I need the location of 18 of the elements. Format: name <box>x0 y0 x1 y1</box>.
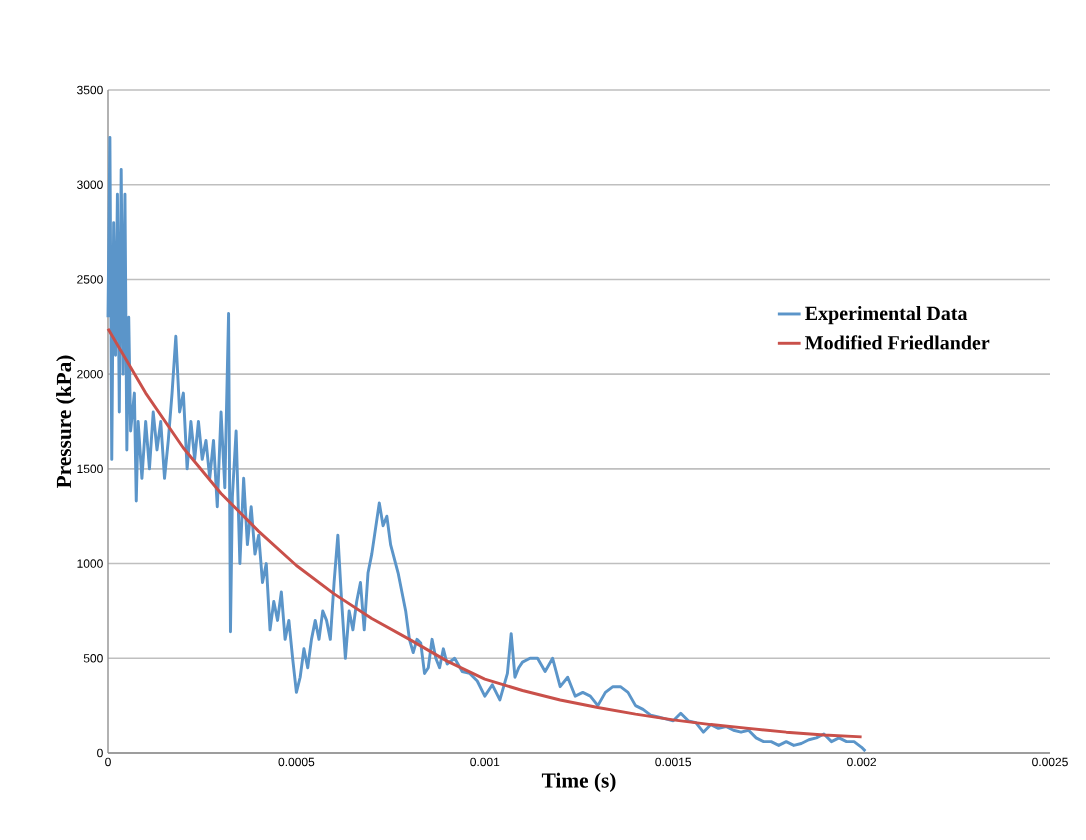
y-tick-label: 1500 <box>77 464 103 474</box>
y-tick-label: 1000 <box>77 559 103 568</box>
y-tick-label: 3000 <box>77 180 103 189</box>
x-tick-label: 0.001 <box>470 757 500 767</box>
x-tick-label: 0.0005 <box>278 757 315 767</box>
legend-label: Modified Friedlander <box>805 335 990 350</box>
y-tick-label: 500 <box>83 654 103 663</box>
y-tick-label: 0 <box>97 748 103 758</box>
x-axis-title: Time (s) <box>541 772 616 793</box>
x-tick-label: 0.0025 <box>1032 757 1068 767</box>
y-tick-label: 2000 <box>77 369 103 379</box>
legend-label: Experimental Data <box>805 306 968 325</box>
x-tick-label: 0.0015 <box>655 757 692 767</box>
x-tick-label: 0 <box>105 757 111 767</box>
y-tick-label: 3500 <box>77 85 103 95</box>
x-tick-label: 0.002 <box>847 757 876 767</box>
y-tick-label: 2500 <box>77 275 103 284</box>
y-axis-title: Pressure (kPa) <box>56 355 76 488</box>
